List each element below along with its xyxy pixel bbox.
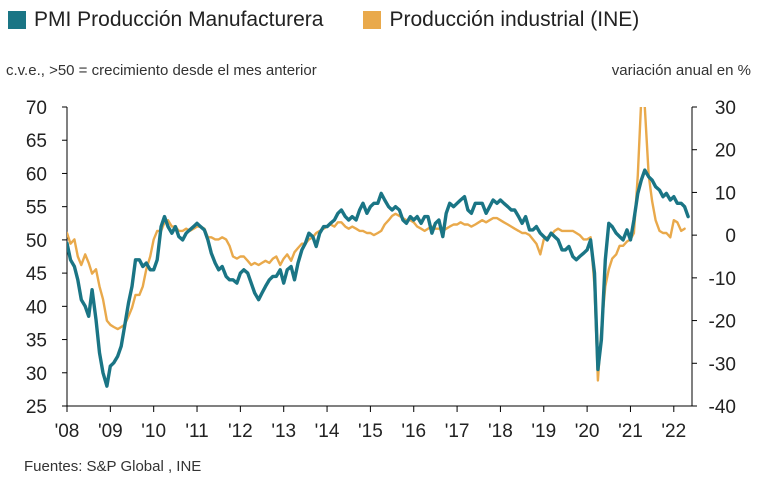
right-axis-note: variación anual en % [611, 62, 751, 79]
y-right-tick-label: -10 [709, 269, 736, 290]
y-left-tick-label: 65 [26, 131, 47, 152]
x-tick-label: '20 [575, 421, 600, 442]
y-right-tick-label: -40 [709, 397, 736, 418]
x-tick-label: '18 [488, 421, 513, 442]
x-tick-label: '09 [98, 421, 123, 442]
x-tick-label: '14 [315, 421, 340, 442]
y-right-tick-label: 30 [715, 98, 736, 119]
legend-swatch-pmi [8, 11, 26, 29]
y-left-tick-label: 55 [26, 198, 47, 219]
x-tick-label: '19 [531, 421, 556, 442]
x-tick-label: '10 [141, 421, 166, 442]
x-tick-label: '16 [401, 421, 426, 442]
legend-label-ine: Producción industrial (INE) [389, 8, 640, 31]
legend-item-ine: Producción industrial (INE) [363, 8, 639, 32]
x-tick-label: '17 [445, 421, 470, 442]
y-right-tick-label: 0 [725, 226, 736, 247]
y-left-tick-label: 25 [26, 397, 47, 418]
source-note: Fuentes: S&P Global , INE [24, 458, 202, 475]
x-tick-label: '12 [228, 421, 253, 442]
legend-label-pmi: PMI Producción Manufacturera [34, 8, 324, 31]
series-line-pmi [67, 168, 690, 388]
legend: PMI Producción Manufacturera Producción … [8, 6, 679, 34]
left-axis-note: c.v.e., >50 = crecimiento desde el mes a… [6, 62, 317, 79]
y-left-tick-label: 40 [26, 297, 47, 318]
y-right-tick-label: -30 [709, 354, 736, 375]
legend-swatch-ine [363, 11, 382, 29]
y-left-tick-label: 30 [26, 364, 47, 385]
y-left-tick-label: 70 [26, 98, 47, 119]
x-tick-label: '22 [661, 421, 686, 442]
y-right-tick-label: 20 [715, 141, 736, 162]
y-left-tick-label: 60 [26, 164, 47, 185]
series-line-ine [67, 107, 686, 382]
legend-item-pmi: PMI Producción Manufacturera [8, 8, 323, 32]
y-left-tick-label: 35 [26, 331, 47, 352]
x-tick-label: '11 [185, 421, 208, 442]
x-tick-label: '21 [618, 421, 643, 442]
y-left-tick-label: 45 [26, 264, 47, 285]
x-tick-label: '15 [358, 421, 383, 442]
x-tick-label: '13 [271, 421, 296, 442]
y-left-tick-label: 50 [26, 231, 47, 252]
y-right-tick-label: 10 [715, 183, 736, 204]
y-right-tick-label: -20 [709, 312, 736, 333]
x-tick-label: '08 [55, 421, 80, 442]
